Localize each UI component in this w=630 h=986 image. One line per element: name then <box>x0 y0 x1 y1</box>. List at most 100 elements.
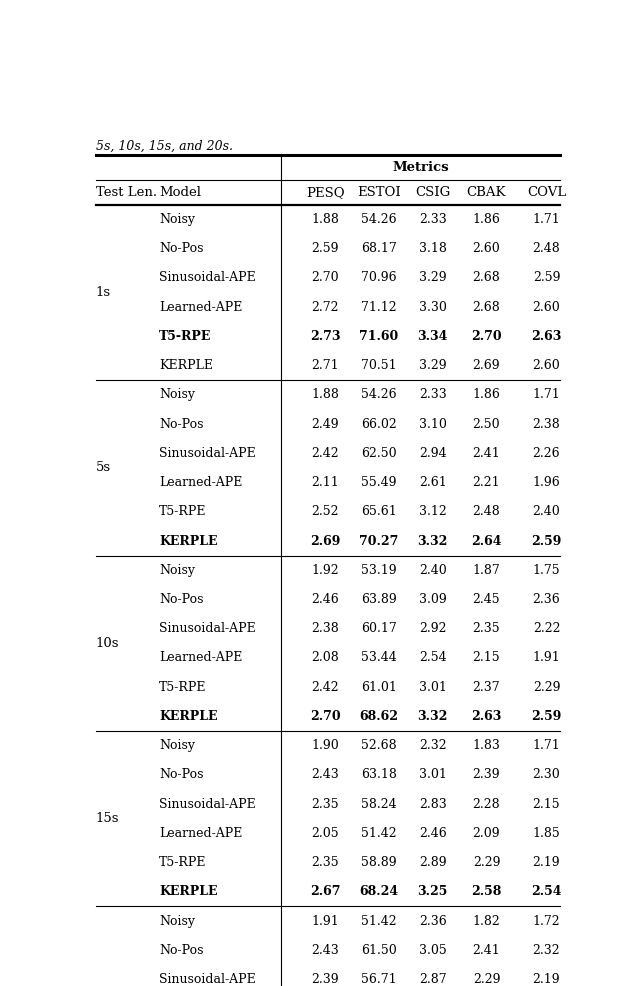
Text: 3.32: 3.32 <box>418 710 448 723</box>
Text: 2.33: 2.33 <box>419 213 447 226</box>
Text: 2.70: 2.70 <box>471 330 501 343</box>
Text: 53.19: 53.19 <box>361 564 397 577</box>
Text: 1.71: 1.71 <box>532 740 560 752</box>
Text: 58.24: 58.24 <box>361 798 397 810</box>
Text: 1.90: 1.90 <box>311 740 339 752</box>
Text: 3.29: 3.29 <box>419 359 447 372</box>
Text: 2.32: 2.32 <box>533 944 560 956</box>
Text: 3.12: 3.12 <box>419 505 447 519</box>
Text: 1.86: 1.86 <box>472 388 500 401</box>
Text: 2.63: 2.63 <box>531 330 562 343</box>
Text: 3.18: 3.18 <box>419 243 447 255</box>
Text: Learned-APE: Learned-APE <box>159 476 243 489</box>
Text: 68.24: 68.24 <box>360 885 399 898</box>
Text: 1.91: 1.91 <box>311 914 339 928</box>
Text: 2.22: 2.22 <box>533 622 560 635</box>
Text: 70.27: 70.27 <box>359 534 399 547</box>
Text: 2.35: 2.35 <box>311 856 339 869</box>
Text: 1.72: 1.72 <box>533 914 560 928</box>
Text: 2.46: 2.46 <box>419 827 447 840</box>
Text: 2.26: 2.26 <box>533 447 560 459</box>
Text: T5-RPE: T5-RPE <box>159 680 207 694</box>
Text: 2.09: 2.09 <box>472 827 500 840</box>
Text: 3.01: 3.01 <box>419 680 447 694</box>
Text: KERPLE: KERPLE <box>159 534 218 547</box>
Text: Test Len.: Test Len. <box>96 185 157 199</box>
Text: 2.63: 2.63 <box>471 710 501 723</box>
Text: Learned-APE: Learned-APE <box>159 827 243 840</box>
Text: 3.05: 3.05 <box>419 944 447 956</box>
Text: 2.28: 2.28 <box>472 798 500 810</box>
Text: 1.85: 1.85 <box>532 827 560 840</box>
Text: 2.49: 2.49 <box>311 418 339 431</box>
Text: 2.42: 2.42 <box>311 680 339 694</box>
Text: 2.30: 2.30 <box>532 768 560 781</box>
Text: 2.35: 2.35 <box>311 798 339 810</box>
Text: 2.42: 2.42 <box>311 447 339 459</box>
Text: 2.59: 2.59 <box>533 271 560 284</box>
Text: 2.37: 2.37 <box>472 680 500 694</box>
Text: 2.70: 2.70 <box>310 710 341 723</box>
Text: 51.42: 51.42 <box>361 914 397 928</box>
Text: ESTOI: ESTOI <box>357 185 401 199</box>
Text: KERPLE: KERPLE <box>159 885 218 898</box>
Text: 63.89: 63.89 <box>361 593 397 606</box>
Text: 2.60: 2.60 <box>472 243 500 255</box>
Text: 2.39: 2.39 <box>311 973 339 986</box>
Text: 2.71: 2.71 <box>311 359 339 372</box>
Text: 2.48: 2.48 <box>472 505 500 519</box>
Text: 3.01: 3.01 <box>419 768 447 781</box>
Text: 2.29: 2.29 <box>533 680 560 694</box>
Text: 2.41: 2.41 <box>472 944 500 956</box>
Text: 2.45: 2.45 <box>472 593 500 606</box>
Text: 60.17: 60.17 <box>361 622 397 635</box>
Text: 2.43: 2.43 <box>311 768 339 781</box>
Text: KERPLE: KERPLE <box>159 359 214 372</box>
Text: 2.15: 2.15 <box>472 652 500 665</box>
Text: 2.92: 2.92 <box>419 622 447 635</box>
Text: 54.26: 54.26 <box>361 213 397 226</box>
Text: 68.17: 68.17 <box>361 243 397 255</box>
Text: 2.52: 2.52 <box>312 505 339 519</box>
Text: 3.30: 3.30 <box>419 301 447 314</box>
Text: 1.86: 1.86 <box>472 213 500 226</box>
Text: 2.08: 2.08 <box>311 652 339 665</box>
Text: 2.21: 2.21 <box>472 476 500 489</box>
Text: Sinusoidal-APE: Sinusoidal-APE <box>159 271 256 284</box>
Text: 2.29: 2.29 <box>472 856 500 869</box>
Text: 15s: 15s <box>96 812 119 825</box>
Text: 70.51: 70.51 <box>361 359 397 372</box>
Text: 2.60: 2.60 <box>532 359 560 372</box>
Text: 1.96: 1.96 <box>532 476 560 489</box>
Text: Noisy: Noisy <box>159 213 195 226</box>
Text: 58.89: 58.89 <box>361 856 397 869</box>
Text: No-Pos: No-Pos <box>159 593 204 606</box>
Text: 2.36: 2.36 <box>419 914 447 928</box>
Text: 2.43: 2.43 <box>311 944 339 956</box>
Text: 55.49: 55.49 <box>361 476 397 489</box>
Text: 53.44: 53.44 <box>361 652 397 665</box>
Text: 2.89: 2.89 <box>419 856 447 869</box>
Text: 2.38: 2.38 <box>311 622 339 635</box>
Text: COVL: COVL <box>527 185 566 199</box>
Text: 2.68: 2.68 <box>472 271 500 284</box>
Text: 1.88: 1.88 <box>311 213 339 226</box>
Text: 3.09: 3.09 <box>419 593 447 606</box>
Text: 2.35: 2.35 <box>472 622 500 635</box>
Text: 70.96: 70.96 <box>361 271 397 284</box>
Text: 10s: 10s <box>96 637 119 650</box>
Text: 2.41: 2.41 <box>472 447 500 459</box>
Text: No-Pos: No-Pos <box>159 243 204 255</box>
Text: 2.32: 2.32 <box>419 740 447 752</box>
Text: 2.69: 2.69 <box>472 359 500 372</box>
Text: 5s: 5s <box>96 461 111 474</box>
Text: 3.29: 3.29 <box>419 271 447 284</box>
Text: 1.87: 1.87 <box>472 564 500 577</box>
Text: 1.92: 1.92 <box>311 564 339 577</box>
Text: 2.05: 2.05 <box>311 827 339 840</box>
Text: T5-RPE: T5-RPE <box>159 330 212 343</box>
Text: 2.54: 2.54 <box>419 652 447 665</box>
Text: No-Pos: No-Pos <box>159 768 204 781</box>
Text: Sinusoidal-APE: Sinusoidal-APE <box>159 973 256 986</box>
Text: 2.19: 2.19 <box>533 856 560 869</box>
